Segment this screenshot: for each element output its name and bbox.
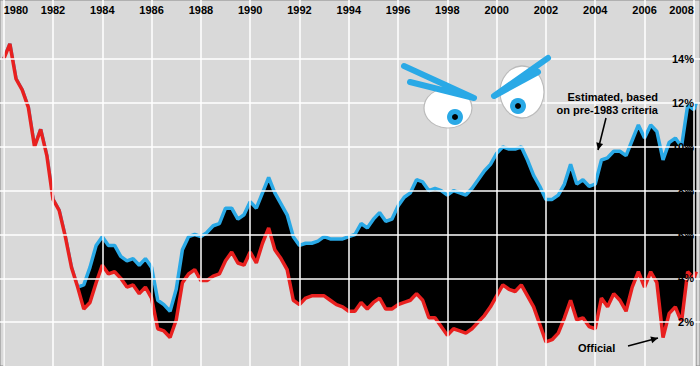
svg-text:1988: 1988 [189, 4, 213, 16]
svg-text:10%: 10% [672, 141, 694, 153]
svg-text:1996: 1996 [386, 4, 410, 16]
svg-text:4%: 4% [678, 272, 694, 284]
svg-text:1998: 1998 [435, 4, 459, 16]
svg-text:on pre-1983 criteria: on pre-1983 criteria [557, 104, 659, 116]
svg-text:1994: 1994 [337, 4, 362, 16]
svg-text:2008: 2008 [669, 4, 693, 16]
svg-text:8%: 8% [678, 185, 694, 197]
svg-text:6%: 6% [678, 229, 694, 241]
svg-text:2000: 2000 [484, 4, 508, 16]
svg-text:1992: 1992 [287, 4, 311, 16]
svg-text:2%: 2% [678, 316, 694, 328]
svg-text:1980: 1980 [4, 4, 28, 16]
svg-text:2002: 2002 [534, 4, 558, 16]
svg-text:1982: 1982 [41, 4, 65, 16]
svg-text:1990: 1990 [238, 4, 262, 16]
svg-text:Official: Official [578, 342, 615, 354]
svg-text:1984: 1984 [90, 4, 115, 16]
svg-text:1986: 1986 [139, 4, 163, 16]
svg-text:2004: 2004 [583, 4, 608, 16]
svg-text:14%: 14% [672, 53, 694, 65]
svg-text:Estimated, based: Estimated, based [568, 91, 658, 103]
svg-text:2006: 2006 [632, 4, 656, 16]
svg-text:12%: 12% [672, 97, 694, 109]
